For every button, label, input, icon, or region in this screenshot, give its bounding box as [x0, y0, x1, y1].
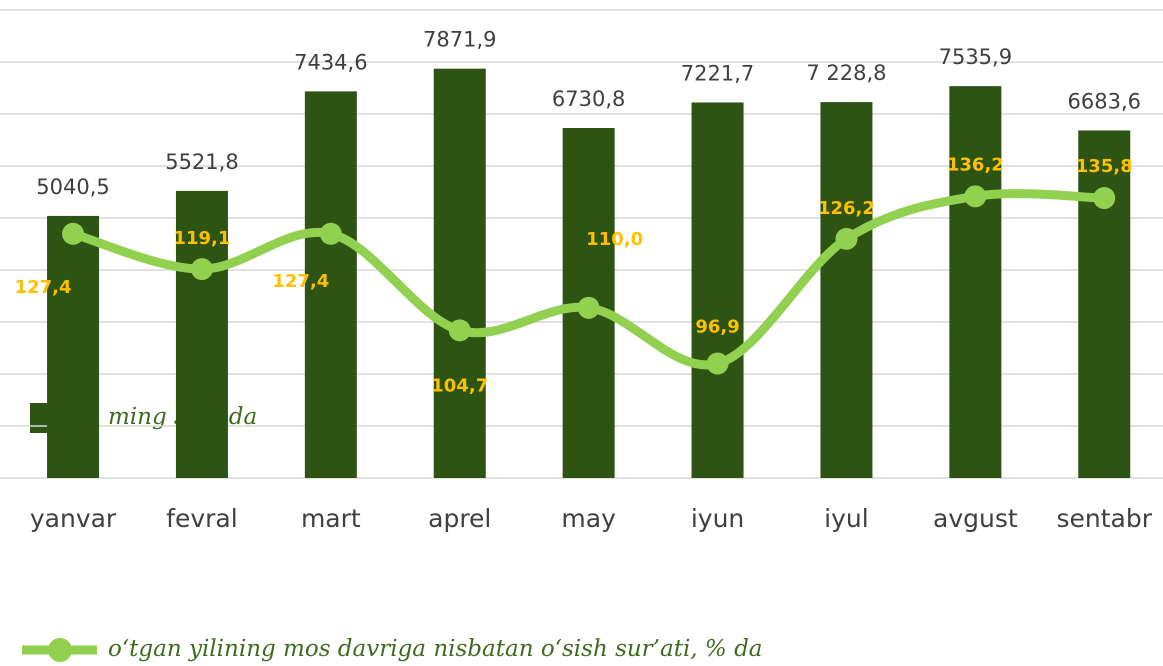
- data-label: 127,4: [15, 277, 72, 298]
- data-label: 119,1: [173, 228, 230, 249]
- line-marker: [1093, 187, 1116, 210]
- line-marker: [190, 258, 213, 281]
- line-marker: [964, 185, 987, 208]
- x-tick-label: avgust: [933, 504, 1018, 533]
- data-label: 7221,7: [681, 61, 754, 85]
- data-label: 7871,9: [423, 28, 496, 52]
- line-marker: [577, 296, 600, 319]
- legend-label: o‘tgan yilining mos davriga nisbatan o‘s…: [108, 636, 763, 662]
- data-label: 126,2: [818, 198, 875, 219]
- data-label: 136,2: [947, 154, 1004, 175]
- x-tick-label: yanvar: [30, 504, 117, 533]
- bar: [691, 102, 744, 478]
- line-marker: [706, 352, 729, 375]
- data-label: 7535,9: [939, 45, 1012, 69]
- data-label: 7434,6: [294, 50, 367, 74]
- bar: [175, 190, 228, 478]
- x-tick-label: may: [561, 504, 616, 533]
- data-label: 110,0: [586, 229, 643, 250]
- line-marker: [62, 222, 85, 245]
- line-marker: [835, 227, 858, 250]
- bar: [433, 68, 486, 479]
- data-label: 5040,5: [36, 175, 109, 199]
- x-tick-label: iyul: [824, 504, 869, 533]
- x-tick-label: sentabr: [1056, 504, 1152, 533]
- legend-marker: [48, 638, 72, 662]
- bar: [949, 86, 1002, 478]
- bar: [820, 102, 873, 478]
- data-label: 6683,6: [1068, 89, 1141, 113]
- x-tick-label: aprel: [428, 504, 491, 533]
- data-label: 7 228,8: [806, 61, 886, 85]
- x-tick-label: iyun: [691, 504, 744, 533]
- data-label: 127,4: [272, 271, 329, 292]
- x-tick-label: mart: [301, 504, 361, 533]
- bar: [47, 215, 100, 479]
- line-marker: [448, 319, 471, 342]
- data-label: 104,7: [431, 375, 488, 396]
- data-label: 96,9: [695, 317, 739, 338]
- data-label: 135,8: [1076, 156, 1133, 177]
- bar: [1078, 130, 1131, 478]
- data-label: 6730,8: [552, 87, 625, 111]
- bar: [304, 91, 357, 478]
- data-label: 5521,8: [165, 150, 238, 174]
- line-marker: [319, 222, 342, 245]
- x-tick-label: fevral: [166, 504, 238, 533]
